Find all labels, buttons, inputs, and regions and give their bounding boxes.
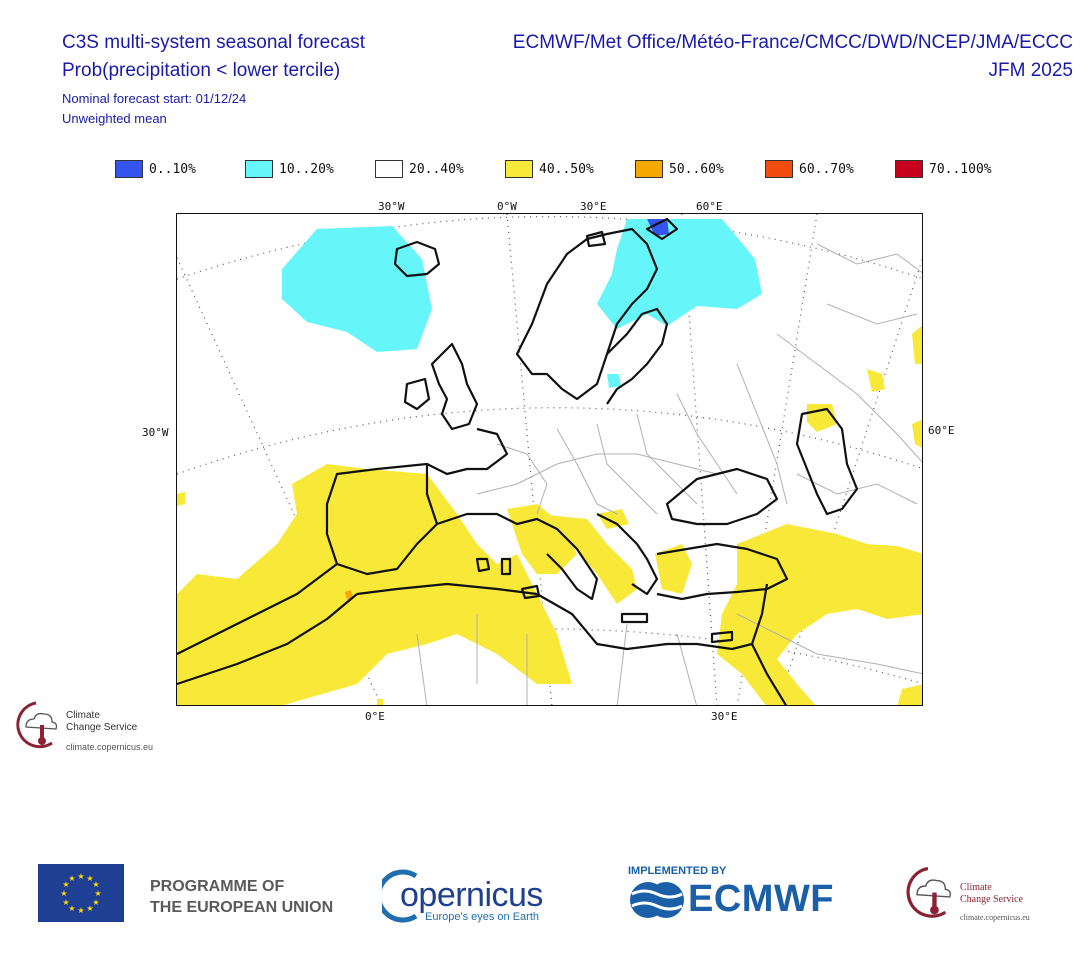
c3s-small-line2: Change Service [66,722,138,733]
title-line-1: C3S multi-system seasonal forecast [62,32,366,53]
svg-text:★: ★ [60,889,67,898]
legend-label: 70..100% [929,162,992,177]
eu-line2: THE EUROPEAN UNION [150,899,334,916]
forecast-map [176,213,923,706]
legend-label: 10..20% [279,162,334,177]
svg-text:★: ★ [86,904,93,913]
c3s-small-url: climate.copernicus.eu [66,742,154,752]
prob-0-10-area [647,219,669,236]
legend-swatch [505,160,533,178]
svg-text:★: ★ [94,889,101,898]
ecmwf-waves-icon [630,882,684,918]
c3s-footer-name: Climate Change Service [960,882,1023,906]
bottom-tick-0e: 0°E [365,710,385,723]
svg-text:★: ★ [68,874,75,883]
c3s-footer-icon [906,866,951,918]
legend-label: 60..70% [799,162,854,177]
c3s-footer-line1: Climate [960,882,992,893]
svg-text:★: ★ [92,898,99,907]
legend-swatch [635,160,663,178]
svg-text:★: ★ [68,904,75,913]
ecmwf-wordmark: ECMWF [688,878,835,920]
copernicus-c-icon [382,869,418,923]
c3s-small-line1: Climate [66,710,100,721]
legend-swatch [895,160,923,178]
top-tick-0w: 0°W [497,200,517,213]
svg-text:★: ★ [77,872,84,881]
svg-text:★: ★ [92,880,99,889]
eu-line1: PROGRAMME OF [150,878,285,895]
title-line-2: Prob(precipitation < lower tercile) [62,60,341,81]
legend-swatch [375,160,403,178]
c3s-footer-url: climate.copernicus.eu [960,913,1030,922]
svg-text:★: ★ [62,898,69,907]
legend-swatch [765,160,793,178]
forecast-start: Nominal forecast start: 01/12/24 [62,91,247,106]
svg-text:★: ★ [62,880,69,889]
bottom-tick-30e: 30°E [711,710,738,723]
c3s-logo-small: Climate Change Service climate.copernicu… [12,697,192,757]
copernicus-wordmark: opernicus [400,876,543,914]
c3s-small-name: Climate Change Service [66,710,137,734]
legend-label: 0..10% [149,162,196,177]
implemented-by: IMPLEMENTED BY [628,865,727,877]
legend-swatch [115,160,143,178]
svg-text:★: ★ [77,906,84,915]
country-borders [416,243,922,705]
top-tick-30e: 30°E [580,200,607,213]
prob-50-60-area [345,590,353,600]
graticule [177,214,922,705]
c3s-footer-line2: Change Service [960,894,1024,905]
svg-text:★: ★ [86,874,93,883]
prob-10-20-areas [282,219,762,388]
left-tick-30w: 30°W [142,426,169,439]
eu-flag-icon: ★ ★★ ★★★ ★★★ ★★★ [38,864,124,922]
legend-label: 20..40% [409,162,464,177]
forecast-centres: ECMWF/Met Office/Météo-France/CMCC/DWD/N… [512,32,1073,53]
coastlines [177,217,859,705]
eu-programme-text: PROGRAMME OF THE EUROPEAN UNION [150,876,333,918]
copernicus-tagline: Europe's eyes on Earth [425,911,540,923]
map-svg [177,214,922,705]
legend-label: 50..60% [669,162,724,177]
prob-40-50-areas [177,325,922,705]
right-tick-60e: 60°E [928,424,955,437]
legend-label: 40..50% [539,162,594,177]
legend-swatch [245,160,273,178]
top-tick-60e: 60°E [696,200,723,213]
forecast-period: JFM 2025 [988,60,1073,81]
mean-type: Unweighted mean [62,111,167,126]
thermometer-cloud-icon [16,701,58,749]
top-tick-30w: 30°W [378,200,405,213]
